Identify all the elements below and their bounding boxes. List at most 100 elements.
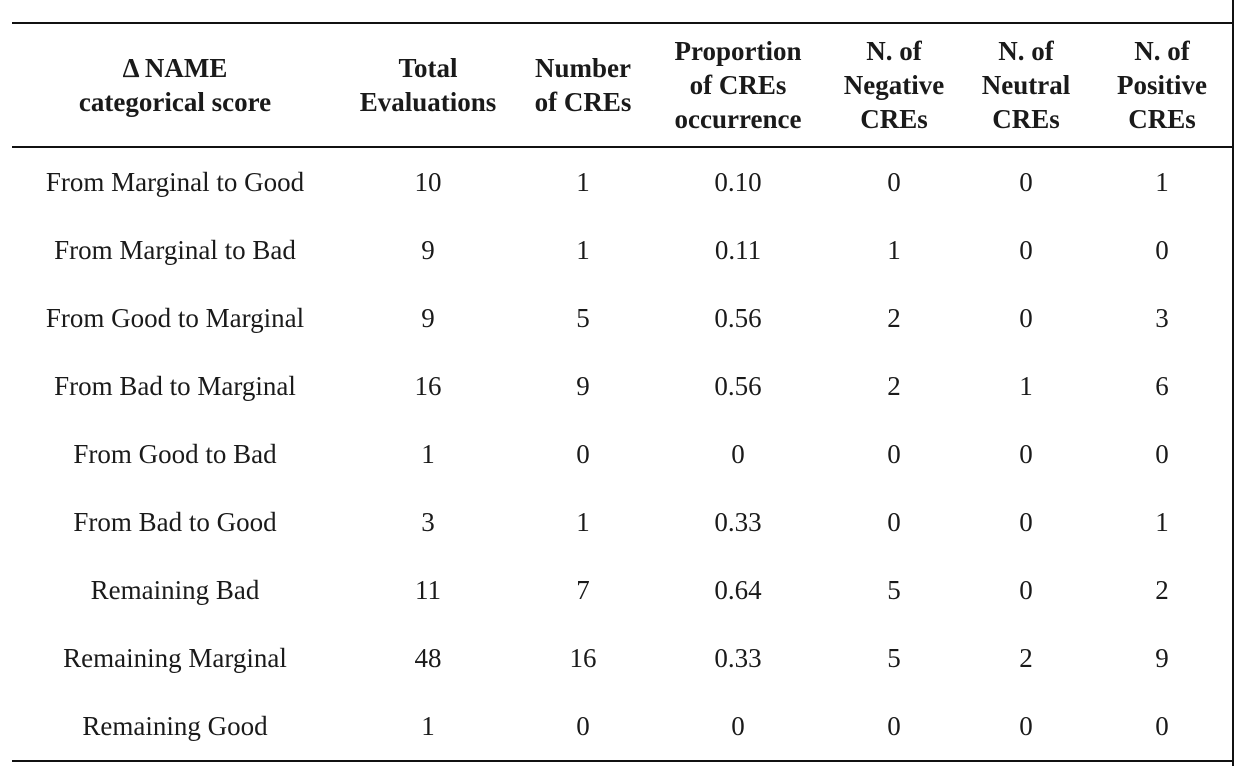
cell-number-of-cres: 0: [576, 438, 590, 469]
header-line: of CREs: [689, 70, 787, 100]
cell-positive: 0: [1155, 710, 1169, 741]
header-line: Evaluations: [359, 87, 497, 117]
cell-negative: 0: [887, 506, 901, 537]
cell-positive: 3: [1155, 302, 1169, 333]
cell-neutral: 0: [1019, 302, 1033, 333]
cell-total-evaluations: 3: [421, 506, 435, 537]
header-line: Δ NAME: [122, 53, 228, 83]
cell-proportion: 0.33: [714, 642, 762, 673]
cell-category: From Marginal to Bad: [54, 234, 296, 265]
cell-number-of-cres: 7: [576, 574, 590, 605]
cell-category: From Bad to Marginal: [54, 370, 296, 401]
header-line: Positive: [1117, 70, 1207, 100]
table-row: From Marginal to Good 10 1 0.10 0 0 1: [12, 147, 1232, 216]
cell-negative: 0: [887, 166, 901, 197]
header-proportion: Proportion of CREs occurrence: [648, 23, 828, 147]
header-neutral-cres: N. of Neutral CREs: [960, 23, 1092, 147]
cell-number-of-cres: 1: [576, 234, 590, 265]
header-line: CREs: [860, 104, 928, 134]
cell-total-evaluations: 1: [421, 710, 435, 741]
header-total-evaluations: Total Evaluations: [338, 23, 518, 147]
cell-neutral: 0: [1019, 574, 1033, 605]
cell-number-of-cres: 0: [576, 710, 590, 741]
table-row: From Bad to Good 3 1 0.33 0 0 1: [12, 488, 1232, 556]
cell-category: From Good to Marginal: [45, 302, 305, 333]
cell-neutral: 2: [1019, 642, 1033, 673]
cell-neutral: 0: [1019, 438, 1033, 469]
header-line: N. of: [866, 36, 922, 66]
cell-total-evaluations: 10: [414, 166, 442, 197]
cell-category: From Bad to Good: [73, 506, 277, 537]
page-right-border: [1232, 0, 1234, 766]
cell-neutral: 0: [1019, 506, 1033, 537]
cell-number-of-cres: 1: [576, 506, 590, 537]
cell-number-of-cres: 1: [576, 166, 590, 197]
cell-proportion: 0.11: [714, 234, 762, 265]
cell-proportion: 0.33: [714, 506, 762, 537]
cell-proportion: 0.64: [714, 574, 762, 605]
cell-positive: 0: [1155, 438, 1169, 469]
cell-negative: 1: [887, 234, 901, 265]
header-line: Neutral: [981, 70, 1071, 100]
cell-number-of-cres: 9: [576, 370, 590, 401]
cell-neutral: 0: [1019, 710, 1033, 741]
cell-negative: 5: [887, 642, 901, 673]
table-body: From Marginal to Good 10 1 0.10 0 0 1 Fr…: [12, 147, 1232, 761]
cell-category: Remaining Bad: [90, 574, 260, 605]
cell-positive: 1: [1155, 506, 1169, 537]
cell-category: From Marginal to Good: [45, 166, 305, 197]
header-positive-cres: N. of Positive CREs: [1092, 23, 1232, 147]
cell-positive: 0: [1155, 234, 1169, 265]
cell-category: Remaining Marginal: [63, 642, 287, 673]
table-header: Δ NAME categorical score Total Evaluatio…: [12, 23, 1232, 147]
cell-total-evaluations: 11: [415, 574, 441, 605]
cell-total-evaluations: 16: [414, 370, 442, 401]
cell-neutral: 1: [1019, 370, 1033, 401]
header-line: Proportion: [674, 36, 802, 66]
cell-category: From Good to Bad: [73, 438, 277, 469]
cell-proportion: 0.10: [714, 166, 762, 197]
header-line: Total: [398, 53, 458, 83]
cell-negative: 2: [887, 370, 901, 401]
cre-table: Δ NAME categorical score Total Evaluatio…: [12, 22, 1232, 762]
header-line: CREs: [992, 104, 1060, 134]
cell-proportion: 0: [731, 438, 745, 469]
table-row: From Marginal to Bad 9 1 0.11 1 0 0: [12, 216, 1232, 284]
cell-negative: 0: [887, 438, 901, 469]
header-line: of CREs: [534, 87, 632, 117]
cell-total-evaluations: 9: [421, 234, 435, 265]
table-row: From Good to Marginal 9 5 0.56 2 0 3: [12, 284, 1232, 352]
header-line: occurrence: [674, 104, 802, 134]
header-line: categorical score: [78, 87, 272, 117]
header-delta-name: Δ NAME categorical score: [12, 23, 338, 147]
header-line: N. of: [1134, 36, 1190, 66]
cell-negative: 5: [887, 574, 901, 605]
header-negative-cres: N. of Negative CREs: [828, 23, 960, 147]
header-line: Negative: [843, 70, 945, 100]
header-line: CREs: [1128, 104, 1196, 134]
cell-total-evaluations: 48: [414, 642, 442, 673]
cell-positive: 9: [1155, 642, 1169, 673]
header-row: Δ NAME categorical score Total Evaluatio…: [12, 23, 1232, 147]
cell-proportion: 0.56: [714, 302, 762, 333]
table-row: Remaining Marginal 48 16 0.33 5 2 9: [12, 624, 1232, 692]
cell-negative: 2: [887, 302, 901, 333]
cell-proportion: 0.56: [714, 370, 762, 401]
cell-neutral: 0: [1019, 166, 1033, 197]
cell-total-evaluations: 1: [421, 438, 435, 469]
table-row: From Bad to Marginal 16 9 0.56 2 1 6: [12, 352, 1232, 420]
table-row: From Good to Bad 1 0 0 0 0 0: [12, 420, 1232, 488]
header-line: Number: [535, 53, 631, 83]
cell-proportion: 0: [731, 710, 745, 741]
table-row: Remaining Good 1 0 0 0 0 0: [12, 692, 1232, 761]
header-number-of-cres: Number of CREs: [518, 23, 648, 147]
cell-positive: 6: [1155, 370, 1169, 401]
cell-number-of-cres: 5: [576, 302, 590, 333]
cell-positive: 1: [1155, 166, 1169, 197]
cell-positive: 2: [1155, 574, 1169, 605]
cell-category: Remaining Good: [82, 710, 268, 741]
cell-negative: 0: [887, 710, 901, 741]
table-row: Remaining Bad 11 7 0.64 5 0 2: [12, 556, 1232, 624]
cell-neutral: 0: [1019, 234, 1033, 265]
